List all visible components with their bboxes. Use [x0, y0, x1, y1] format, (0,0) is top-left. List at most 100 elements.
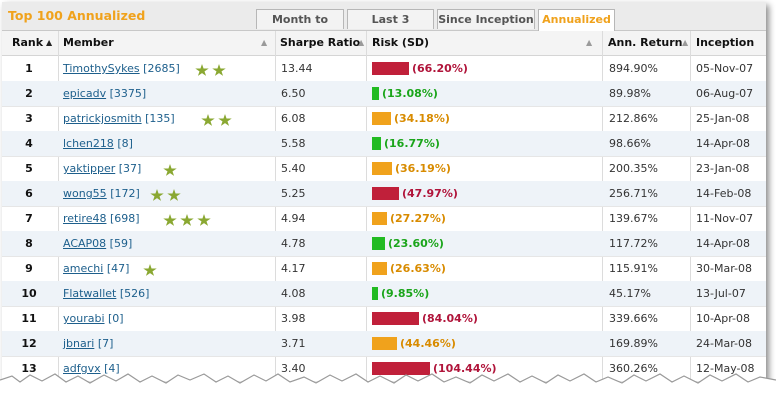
tab-annualized[interactable]: Annualized: [538, 9, 615, 32]
risk-bar: [372, 362, 430, 375]
return-cell: 139.67%: [609, 212, 658, 225]
star-icon: [180, 214, 194, 226]
member-post-count: [37]: [118, 162, 142, 175]
member-link[interactable]: lchen218: [63, 137, 114, 150]
column-member[interactable]: Member ▲: [63, 31, 273, 55]
member-cell: lchen218 [8]: [63, 131, 133, 156]
inception-cell: 11-Nov-07: [696, 212, 754, 225]
column-sharpe[interactable]: Sharpe Ratio ▲: [280, 31, 366, 55]
risk-bar: [372, 62, 409, 75]
rank-cell: 6: [25, 187, 33, 200]
member-cell: adfgvx [4]: [63, 356, 120, 381]
column-return[interactable]: Ann. Return ▲: [608, 31, 690, 55]
rank-cell: 11: [21, 312, 37, 325]
tab-month-to-date[interactable]: Month to Date: [256, 9, 344, 45]
return-cell: 115.91%: [609, 262, 658, 275]
star-icon: [212, 64, 226, 76]
star-icon: [201, 114, 215, 126]
rank-cell: 10: [21, 287, 37, 300]
risk-value: (13.08%): [382, 87, 438, 100]
return-cell: 339.66%: [609, 312, 658, 325]
column-divider: [366, 31, 367, 394]
table-row: 8 ACAP08 [59] 4.78 (23.60%) 117.72% 14-A…: [2, 231, 766, 257]
table-row: 6 wong55 [172] 5.25 (47.97%) 256.71% 14-…: [2, 181, 766, 207]
star-icon: [197, 214, 211, 226]
inception-cell: 30-Mar-08: [696, 262, 752, 275]
member-post-count: [8]: [117, 137, 133, 150]
sort-icon: ▲: [682, 38, 689, 47]
rating-stars: [163, 162, 180, 181]
member-post-count: [698]: [109, 212, 140, 225]
rank-cell: 1: [25, 62, 33, 75]
member-link[interactable]: patrickjosmith: [63, 112, 142, 125]
inception-cell: 10-Apr-08: [696, 312, 751, 325]
member-post-count: [526]: [119, 287, 150, 300]
member-link[interactable]: Flatwallet: [63, 287, 117, 300]
member-link[interactable]: adfgvx: [63, 362, 101, 375]
column-rank[interactable]: Rank ▲: [12, 31, 60, 55]
member-cell: epicadv [3375]: [63, 81, 146, 106]
table-row: 1 TimothySykes [2685] 13.44 (66.20%) 894…: [2, 56, 766, 82]
column-return-label: Ann. Return: [608, 36, 683, 49]
risk-value: (23.60%): [388, 237, 444, 250]
rating-stars: [201, 112, 235, 131]
risk-value: (47.97%): [402, 187, 458, 200]
member-link[interactable]: yourabi: [63, 312, 105, 325]
tab-since-inception[interactable]: Since Inception: [437, 9, 535, 29]
rank-cell: 12: [21, 337, 37, 350]
torn-edge: [0, 373, 776, 410]
member-link[interactable]: amechi: [63, 262, 104, 275]
member-cell: yaktipper [37]: [63, 156, 141, 181]
return-cell: 98.66%: [609, 137, 651, 150]
panel-title: Top 100 Annualized: [8, 8, 146, 23]
member-cell: patrickjosmith [135]: [63, 106, 175, 131]
risk-bar: [372, 237, 385, 250]
member-link[interactable]: wong55: [63, 187, 107, 200]
star-icon: [167, 189, 181, 201]
table-row: 12 jbnari [7] 3.71 (44.46%) 169.89% 24-M…: [2, 331, 766, 357]
risk-bar: [372, 87, 379, 100]
tab-last-3-months[interactable]: Last 3 Months: [347, 9, 434, 45]
risk-bar: [372, 212, 387, 225]
sort-icon: ▲: [358, 38, 365, 47]
member-post-count: [47]: [106, 262, 130, 275]
table-row: 4 lchen218 [8] 5.58 (16.77%) 98.66% 14-A…: [2, 131, 766, 157]
risk-value: (44.46%): [400, 337, 456, 350]
star-icon: [195, 64, 209, 76]
sharpe-cell: 4.17: [281, 262, 306, 275]
column-inception[interactable]: Inception: [696, 31, 762, 55]
member-link[interactable]: jbnari: [63, 337, 95, 350]
member-cell: yourabi [0]: [63, 306, 124, 331]
member-post-count: [135]: [145, 112, 175, 125]
risk-value: (34.18%): [394, 112, 450, 125]
rating-stars: [195, 62, 229, 81]
member-post-count: [172]: [110, 187, 140, 200]
risk-bar: [372, 312, 419, 325]
member-post-count: [3375]: [109, 87, 147, 100]
return-cell: 89.98%: [609, 87, 651, 100]
table-row: 11 yourabi [0] 3.98 (84.04%) 339.66% 10-…: [2, 306, 766, 332]
member-link[interactable]: ACAP08: [63, 237, 107, 250]
sharpe-cell: 5.40: [281, 162, 306, 175]
column-risk[interactable]: Risk (SD) ▲: [372, 31, 598, 55]
rank-cell: 7: [25, 212, 33, 225]
risk-bar: [372, 337, 397, 350]
risk-value: (27.27%): [390, 212, 446, 225]
risk-value: (104.44%): [433, 362, 497, 375]
return-cell: 117.72%: [609, 237, 658, 250]
inception-cell: 24-Mar-08: [696, 337, 752, 350]
risk-value: (9.85%): [381, 287, 430, 300]
member-link[interactable]: TimothySykes: [63, 62, 140, 75]
risk-value: (84.04%): [422, 312, 478, 325]
member-link[interactable]: epicadv: [63, 87, 107, 100]
member-link[interactable]: retire48: [63, 212, 107, 225]
sharpe-cell: 4.94: [281, 212, 306, 225]
risk-bar: [372, 137, 381, 150]
member-link[interactable]: yaktipper: [63, 162, 116, 175]
rating-stars: [143, 262, 160, 281]
inception-cell: 06-Aug-07: [696, 87, 754, 100]
sharpe-cell: 5.58: [281, 137, 306, 150]
star-icon: [218, 114, 232, 126]
risk-bar: [372, 162, 392, 175]
sharpe-cell: 5.25: [281, 187, 306, 200]
